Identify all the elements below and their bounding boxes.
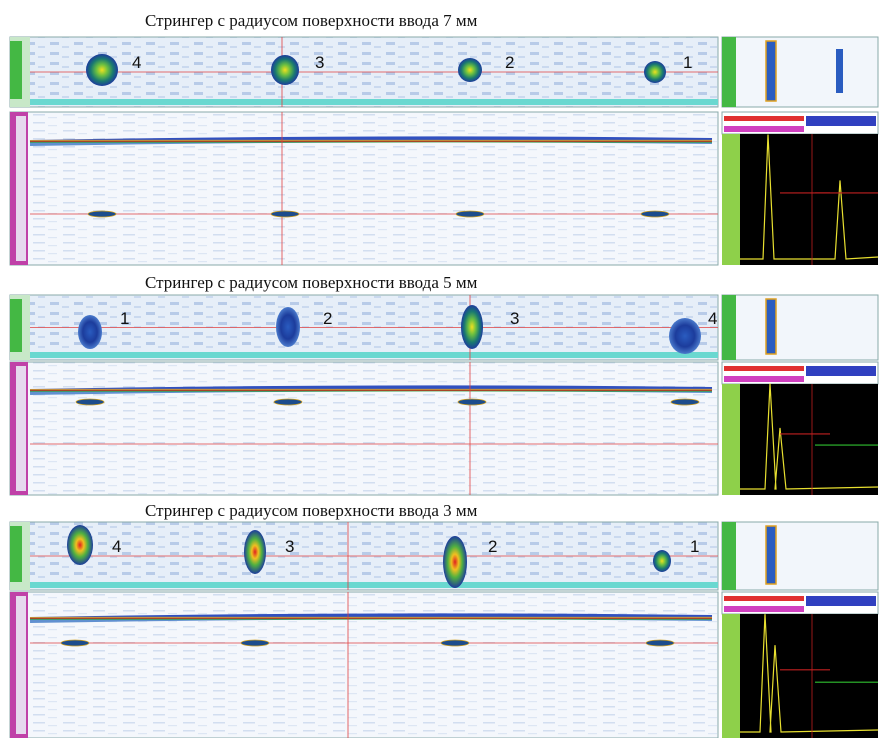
indication [86,54,118,86]
c-scan-axis [30,99,718,105]
indication-label: 2 [505,53,514,72]
indication [644,61,666,83]
echo [456,211,484,217]
a-tag [806,366,876,376]
indication-label: 4 [708,309,717,328]
panel-title: Стрингер с радиусом поверхности ввода 5 … [145,273,478,292]
side-c [722,295,878,360]
indication-label: 2 [323,309,332,328]
a-ruler [722,134,740,265]
a-scan [722,384,878,495]
a-scan [722,134,878,265]
indication [67,525,93,565]
echo [88,211,116,217]
b-scan-ruler-inner [16,366,26,491]
a-tag [806,116,876,126]
side-band [766,299,776,354]
side-c [722,522,878,590]
echo [458,399,486,405]
indication-label: 3 [315,53,324,72]
a-tag [724,366,804,371]
c-scan-axis [30,352,718,358]
indication [461,305,483,349]
a-tag [806,596,876,606]
a-tag [724,606,804,612]
scan-panel: Стрингер с радиусом поверхности ввода 3 … [10,501,878,738]
c-scan-ruler [10,41,22,99]
a-tag [724,376,804,382]
a-scan [722,614,878,738]
echo [76,399,104,405]
b-scan-ruler-inner [16,596,26,734]
side-c-ruler [722,37,736,107]
indication-label: 3 [285,537,294,556]
panel-title: Стрингер с радиусом поверхности ввода 7 … [145,11,478,30]
indication [458,58,482,82]
back-wall [30,388,712,392]
back-wall [30,139,712,143]
indication [244,530,266,574]
echo [641,211,669,217]
echo [441,640,469,646]
indication [669,318,701,354]
scan-panel: Стрингер с радиусом поверхности ввода 7 … [10,11,878,265]
side-band [766,526,776,584]
echo [271,211,299,217]
echo [241,640,269,646]
c-scan-axis [30,582,718,588]
indication-label: 1 [690,537,699,556]
side-band [836,49,843,93]
echo [646,640,674,646]
c-scan-ruler [10,526,22,582]
indication-label: 4 [112,537,121,556]
echo [671,399,699,405]
side-c-ruler [722,295,736,360]
a-tag [724,126,804,132]
a-tag [724,596,804,601]
b-scan [10,362,718,495]
a-ruler [722,384,740,495]
scan-panel: Стрингер с радиусом поверхности ввода 5 … [10,273,878,495]
indication [78,315,102,349]
side-c-ruler [722,522,736,590]
indication-label: 4 [132,53,141,72]
indication [443,536,467,588]
side-c [722,37,878,107]
a-tag [724,116,804,121]
echo [61,640,89,646]
indication [276,307,300,347]
indication-label: 1 [120,309,129,328]
a-ruler [722,614,740,738]
side-band [766,41,776,101]
b-scan-ruler-inner [16,116,26,261]
indication-label: 1 [683,53,692,72]
indication [271,55,299,85]
back-wall [30,616,712,620]
indication-label: 3 [510,309,519,328]
c-scan-ruler [10,299,22,352]
figure: Стрингер с радиусом поверхности ввода 7 … [0,0,880,738]
indication-label: 2 [488,537,497,556]
b-scan [10,112,718,265]
indication [653,550,671,572]
echo [274,399,302,405]
panel-title: Стрингер с радиусом поверхности ввода 3 … [145,501,478,520]
